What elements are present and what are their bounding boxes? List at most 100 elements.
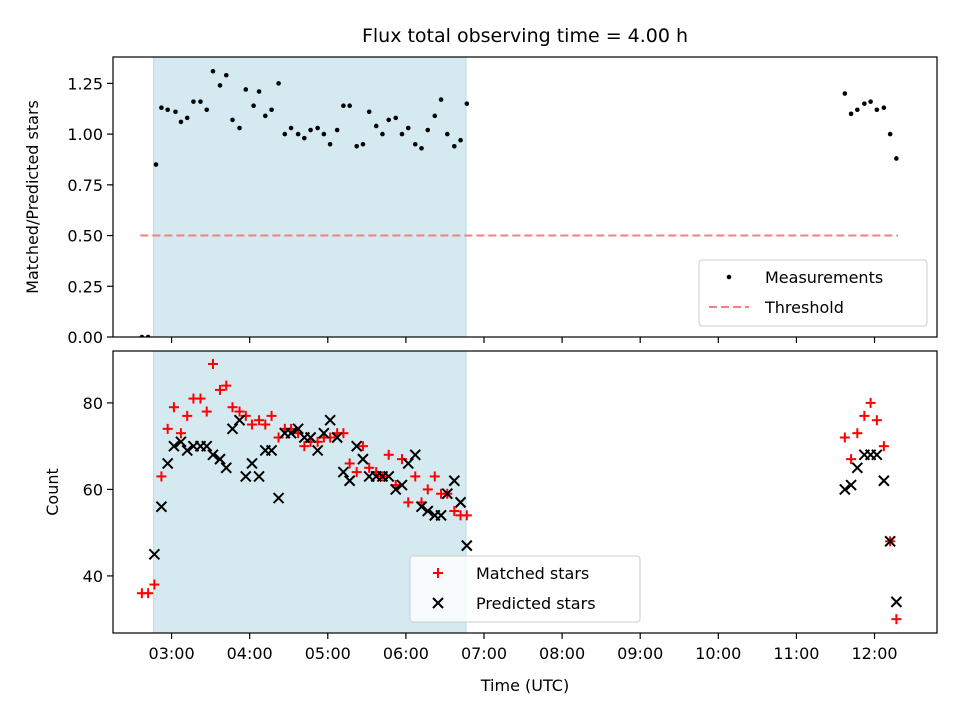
matched-stars-point [871,415,882,426]
matched-stars-point [234,406,245,417]
measurement-point [438,97,444,102]
predicted-stars-point [422,505,434,517]
predicted-stars-point [155,500,168,513]
predicted-stars-point [851,462,864,474]
legend-label-predicted: Predicted stars [476,594,596,613]
measurement-point [874,107,880,113]
predicted-stars-point [350,440,363,452]
matched-stars-point [182,410,193,421]
measurement-point [354,143,359,149]
measurement-point [347,103,352,108]
matched-stars-point [344,458,355,469]
bottom-y-axis-label: Count [43,468,62,516]
bottom-legend: Matched stars Predicted stars [409,555,641,623]
predicted-stars-point [390,483,402,496]
matched-stars-point [846,454,857,465]
predicted-stars-point [168,440,180,452]
measurement-point [282,131,288,137]
predicted-stars-point [878,475,890,487]
measurement-point [855,107,860,113]
matched-stars-point [422,484,433,495]
matched-stars-point [878,441,889,452]
measurement-point [334,127,340,133]
matched-stars-point [449,506,460,517]
measurement-point [432,113,438,119]
measurement-point [237,125,242,131]
matched-stars-point [403,497,414,508]
x-tick-label: 07:00 [461,644,507,663]
y-tick-label: 0.75 [67,176,103,195]
measurement-point [452,143,457,149]
matched-stars-point [859,410,870,421]
x-axis-label: Time (UTC) [480,676,569,695]
matched-stars-point [227,402,238,413]
measurement-point [243,87,249,92]
matched-stars-point [461,510,472,521]
predicted-stars-point [253,470,265,483]
legend-measurement-marker [726,274,732,280]
legend-label-threshold: Threshold [764,298,844,317]
matched-stars-point [852,428,863,439]
legend-matched-marker [433,568,443,578]
predicted-stars-point [201,440,213,452]
predicted-stars-point [304,431,317,444]
x-tick-label: 12:00 [851,644,897,663]
predicted-stars-point [265,444,278,457]
predicted-stars-point [311,444,324,457]
measurement-point [204,107,210,113]
y-tick-label: 1.00 [67,125,103,144]
measurement-point [360,141,366,147]
predicted-stars-point [441,488,453,500]
measurement-point [458,137,463,143]
measurement-point [425,127,431,133]
predicted-stars-point [884,535,896,548]
matched-stars-point [299,441,310,452]
measurement-point [894,156,899,161]
predicted-stars-point [845,479,857,491]
matched-stars-point [247,419,258,430]
measurement-point [153,162,159,167]
matched-stars-point [221,380,232,391]
predicted-stars-point [207,449,219,461]
bottom-panel: 40 60 80 03:00 04:00 05:00 06:00 07:00 08:00 09:0… [43,350,938,695]
predicted-stars-point [402,457,414,470]
predicted-stars-point [148,548,161,560]
predicted-stars-point [839,483,851,496]
matched-stars-point [162,423,173,434]
predicted-stars-point [226,423,239,435]
measurement-point [399,131,405,137]
bottom-plot-area [136,358,903,625]
matched-stars-point [201,406,212,417]
matched-stars-point [891,614,902,625]
top-observing-span [153,56,467,338]
matched-stars-point [357,441,368,452]
predicted-stars-point [871,449,883,461]
measurement-point [373,123,379,129]
measurement-point [178,119,184,125]
matched-stars-point [207,358,218,369]
top-axes-frame [112,56,938,338]
legend-predicted-marker [432,597,444,609]
predicted-stars-point [454,496,467,509]
predicted-stars-point [161,457,174,470]
measurement-point [848,111,854,117]
matched-stars-point [429,471,440,482]
matched-stars-point [195,393,206,404]
matched-stars-point [364,462,375,473]
predicted-stars-point [285,427,297,439]
measurement-point [315,125,320,131]
measurement-point [191,99,196,104]
predicted-stars-point [240,470,252,483]
predicted-stars-point [357,453,369,465]
x-tick-label: 11:00 [773,644,819,663]
matched-stars-point [168,402,179,413]
measurement-point [412,141,418,147]
matched-stars-point [865,397,876,408]
predicted-stars-point [246,457,258,470]
measurement-point [380,131,385,137]
top-legend: Measurements Threshold [698,259,928,327]
measurement-point [386,117,392,123]
matched-stars-point [839,432,850,443]
y-tick-label: 0.00 [67,328,103,347]
matched-stars-point [410,471,421,482]
